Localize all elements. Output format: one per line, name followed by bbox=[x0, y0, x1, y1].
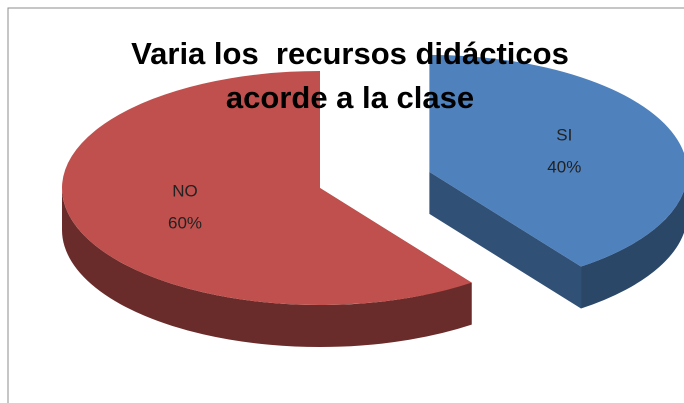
slice-category-label: NO bbox=[172, 181, 198, 200]
slice-value-label: 40% bbox=[547, 157, 581, 176]
slice-side bbox=[581, 190, 684, 309]
slice-cut-face bbox=[429, 171, 582, 309]
slice-side bbox=[62, 188, 472, 348]
slice-category-label: SI bbox=[556, 125, 572, 144]
slice bbox=[61, 71, 472, 305]
slice bbox=[429, 54, 684, 267]
slice-value-label: 60% bbox=[168, 213, 202, 232]
chart-border bbox=[7, 7, 684, 403]
chart-title: Varia los recursos didácticos acorde a l… bbox=[131, 36, 578, 115]
